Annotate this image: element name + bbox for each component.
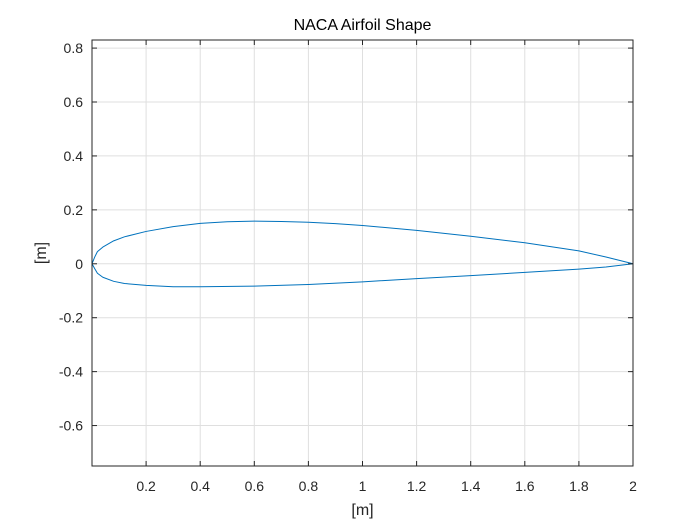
x-tick-label: 1.2 — [407, 478, 427, 494]
chart-title: NACA Airfoil Shape — [294, 17, 432, 34]
airfoil-outline-line — [91, 220, 634, 288]
y-tick-label: 0 — [75, 256, 83, 272]
x-tick-label: 1.4 — [461, 478, 481, 494]
x-tick-label: 1 — [359, 478, 367, 494]
y-tick-label: 0.2 — [64, 202, 84, 218]
x-tick-label: 2 — [629, 478, 637, 494]
grid-layer — [92, 40, 634, 466]
y-tick-label: -0.6 — [59, 418, 83, 434]
x-tick-label: 1.6 — [515, 478, 535, 494]
x-tick-label: 0.6 — [245, 478, 265, 494]
y-axis-ticks: -0.6 -0.4 -0.2 0 0.2 0.4 0.6 0.8 — [59, 40, 633, 434]
x-axis-ticks: 0.2 0.4 0.6 0.8 1 1.2 1.4 1.6 1.8 2 — [136, 40, 637, 494]
series-layer — [91, 220, 634, 288]
x-tick-label: 0.4 — [190, 478, 210, 494]
y-tick-label: 0.6 — [64, 94, 84, 110]
x-tick-label: 0.2 — [136, 478, 156, 494]
y-tick-label: 0.4 — [64, 148, 84, 164]
x-tick-label: 1.8 — [569, 478, 589, 494]
y-tick-label: 0.8 — [64, 40, 84, 56]
y-axis-label: [m] — [33, 242, 50, 264]
x-tick-label: 0.8 — [299, 478, 319, 494]
x-axis-label: [m] — [351, 502, 373, 519]
y-tick-label: -0.2 — [59, 310, 83, 326]
y-tick-label: -0.4 — [59, 364, 83, 380]
